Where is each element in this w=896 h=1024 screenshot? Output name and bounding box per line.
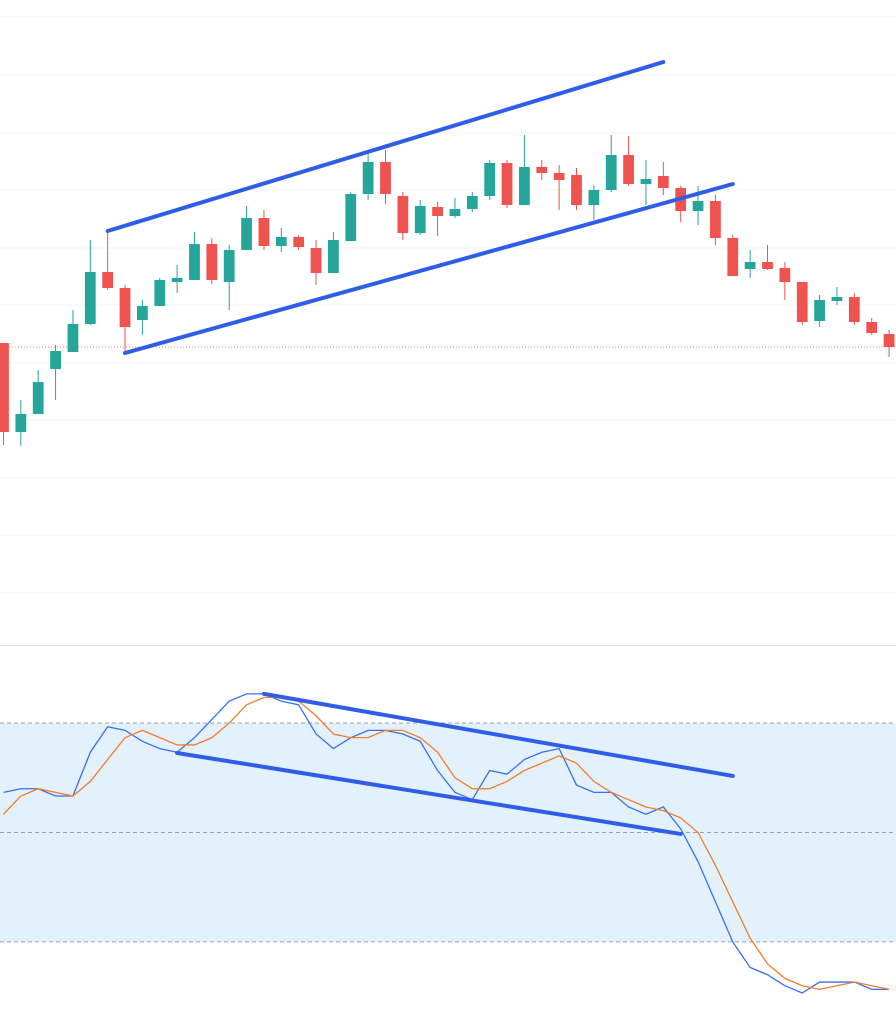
candle-body bbox=[553, 173, 565, 180]
candle-body bbox=[206, 244, 218, 280]
candle-body bbox=[744, 262, 756, 269]
candle-body bbox=[432, 207, 443, 216]
candle-body bbox=[449, 209, 461, 216]
candle-body bbox=[605, 155, 617, 190]
candle-body bbox=[258, 218, 270, 246]
oscillator-line bbox=[3, 696, 890, 991]
candle-body bbox=[484, 163, 496, 196]
candle-body bbox=[137, 306, 148, 320]
candle-body bbox=[32, 382, 44, 414]
candle-body bbox=[310, 248, 322, 273]
candle-body bbox=[119, 288, 131, 327]
candle-body bbox=[171, 278, 183, 282]
candle-body bbox=[657, 176, 669, 188]
candle-body bbox=[275, 237, 287, 246]
candle-body bbox=[710, 201, 721, 238]
candle-body bbox=[727, 238, 739, 276]
candle-body bbox=[50, 351, 61, 369]
candle-body bbox=[466, 196, 478, 209]
candle-body bbox=[519, 167, 530, 205]
candle-body bbox=[223, 250, 235, 282]
candle-body bbox=[414, 206, 426, 233]
candle-body bbox=[241, 218, 252, 250]
candle-body bbox=[692, 201, 704, 211]
candle-body bbox=[779, 268, 791, 282]
candle-body bbox=[293, 237, 305, 247]
candle-body bbox=[84, 272, 96, 324]
candle-body bbox=[640, 179, 652, 184]
trendline bbox=[261, 691, 735, 778]
candle-body bbox=[67, 324, 79, 352]
candle-body bbox=[154, 280, 166, 306]
candle-body bbox=[536, 167, 548, 173]
candle-body bbox=[814, 300, 825, 321]
candle-body bbox=[588, 190, 600, 205]
candle-body bbox=[501, 163, 513, 205]
candle-body bbox=[623, 155, 634, 184]
candle-body bbox=[762, 262, 773, 269]
trendline bbox=[105, 60, 666, 233]
candle-body bbox=[397, 196, 409, 233]
trendline bbox=[123, 182, 735, 355]
candle-body bbox=[345, 194, 357, 241]
oscillator-line bbox=[3, 693, 890, 994]
candle-body bbox=[571, 175, 582, 205]
candle-body bbox=[796, 282, 808, 322]
candle-body bbox=[380, 162, 391, 194]
trendline bbox=[175, 750, 683, 836]
candle-body bbox=[15, 414, 27, 432]
candle-body bbox=[883, 334, 895, 347]
candle-body bbox=[189, 244, 200, 280]
candle-body bbox=[328, 240, 339, 273]
candle-body bbox=[831, 297, 843, 301]
candle-body bbox=[102, 272, 114, 288]
candle-body bbox=[0, 343, 9, 432]
candle-body bbox=[866, 322, 878, 333]
candle-body bbox=[362, 162, 374, 194]
candle-body bbox=[848, 297, 860, 322]
